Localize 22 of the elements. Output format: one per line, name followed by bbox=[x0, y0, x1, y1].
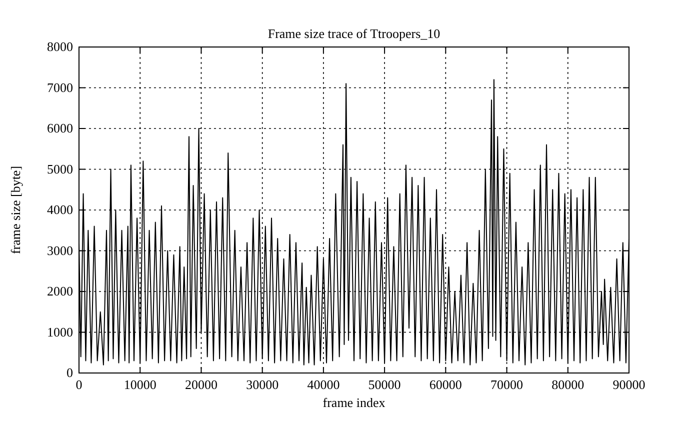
y-tick-label: 6000 bbox=[47, 120, 73, 136]
x-tick-label: 40000 bbox=[307, 377, 340, 392]
x-tick-label: 90000 bbox=[612, 377, 646, 392]
y-tick-label: 3000 bbox=[47, 242, 73, 258]
y-tick-label: 4000 bbox=[47, 202, 73, 217]
x-tick-label: 0 bbox=[76, 377, 82, 392]
x-axis-title: frame index bbox=[322, 395, 386, 410]
x-tick-label: 70000 bbox=[490, 377, 524, 392]
chart-title: Frame size trace of Ttroopers_10 bbox=[268, 26, 440, 41]
x-tick-label: 60000 bbox=[429, 377, 462, 392]
y-tick-label: 8000 bbox=[47, 39, 73, 54]
y-tick-label: 2000 bbox=[47, 284, 73, 298]
x-tick-label: 50000 bbox=[368, 377, 401, 392]
x-tick-label: 10000 bbox=[124, 377, 156, 392]
y-axis-title: frame size [byte] bbox=[8, 166, 23, 254]
x-tick-label: 20000 bbox=[184, 377, 218, 392]
y-tick-label: 1000 bbox=[47, 324, 73, 340]
y-tick-label: 0 bbox=[66, 365, 73, 380]
x-tick-label: 30000 bbox=[246, 377, 279, 392]
x-tick-label: 80000 bbox=[552, 377, 584, 392]
y-tick-label: 7000 bbox=[47, 80, 73, 95]
y-tick-label: 5000 bbox=[47, 161, 73, 176]
